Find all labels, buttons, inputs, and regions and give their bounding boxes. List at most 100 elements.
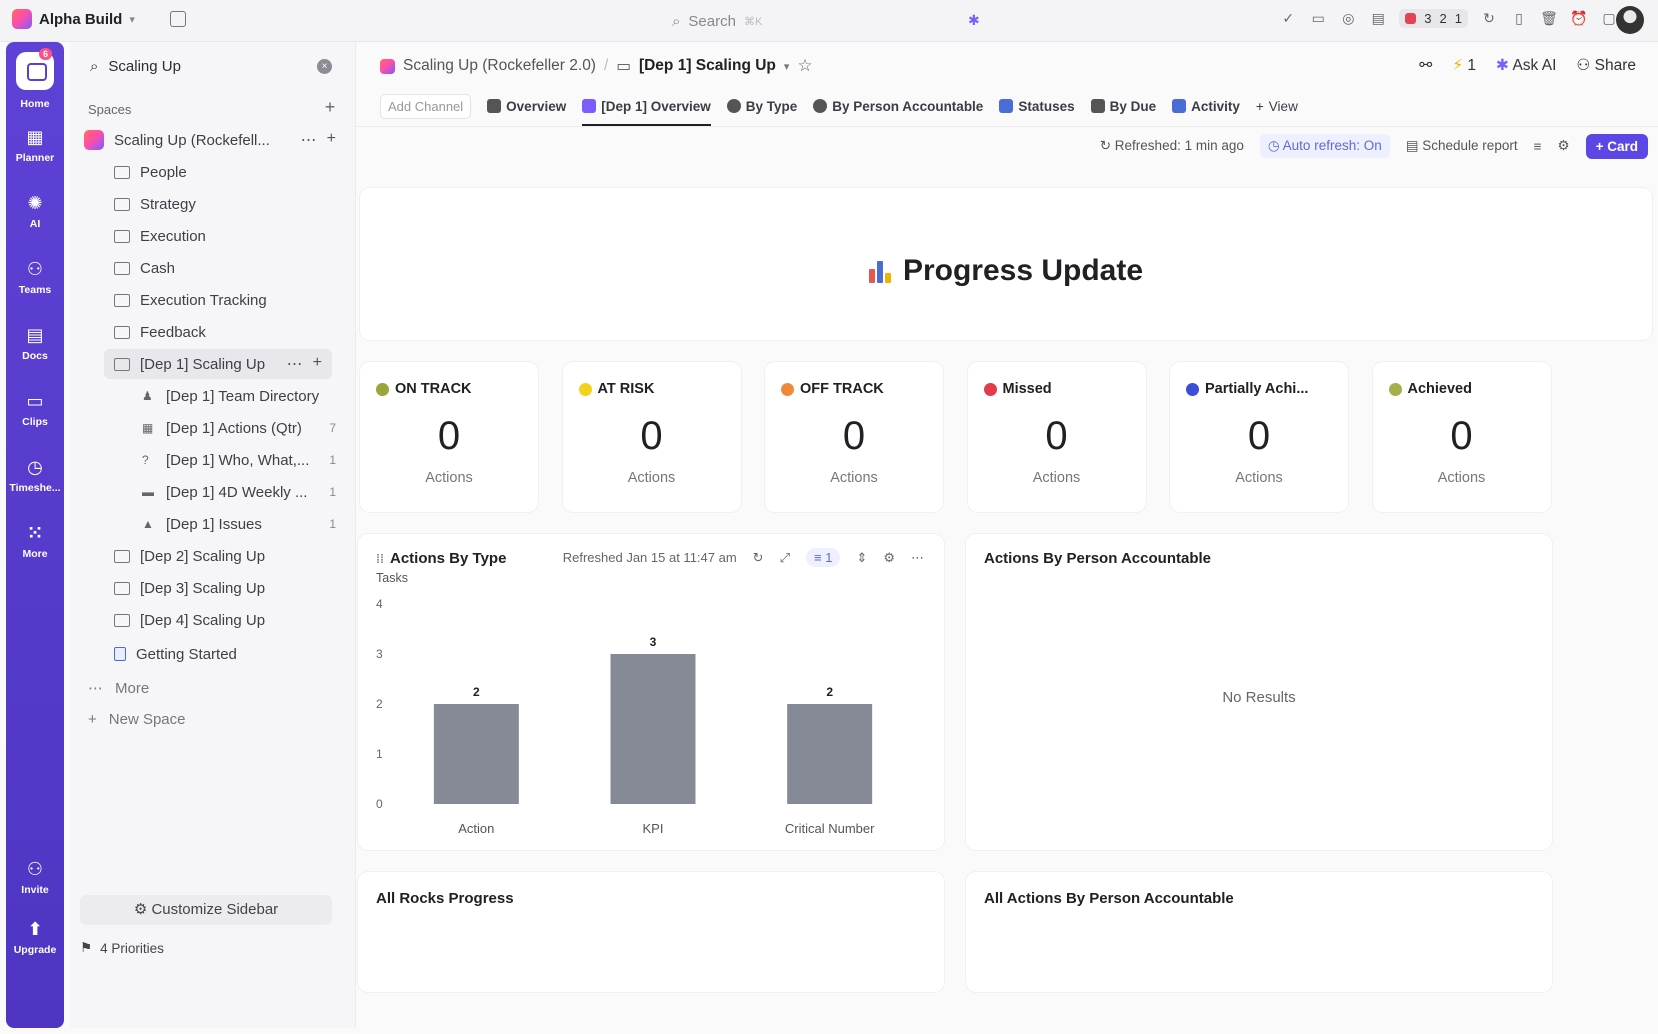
folder-item[interactable]: Strategy	[84, 189, 346, 219]
undo-icon[interactable]: ↻	[1483, 10, 1495, 26]
folder-item[interactable]: [Dep 2] Scaling Up	[84, 541, 346, 571]
rail-planner[interactable]: ▦ Planner	[6, 126, 64, 164]
folder-actions: ⋯ +	[287, 354, 322, 374]
search-input[interactable]: ⌕ Search ⌘K ✱	[662, 7, 990, 35]
collapse-icon[interactable]: ⇕	[856, 549, 868, 565]
add-view-button[interactable]: + View	[1256, 90, 1298, 122]
tab-statuses[interactable]: Statuses	[999, 90, 1075, 122]
notepad-icon[interactable]: ▤	[1371, 10, 1385, 26]
plus-icon[interactable]: +	[312, 354, 322, 371]
workspace-switcher[interactable]: Alpha Build ▾	[12, 9, 135, 29]
doc-item[interactable]: Getting Started	[84, 639, 346, 669]
rail-upgrade[interactable]: ⬆ Upgrade	[6, 918, 64, 956]
clear-icon[interactable]: ×	[317, 59, 332, 74]
schedule-report-button[interactable]: ▤ Schedule report	[1406, 138, 1518, 154]
space-item[interactable]: Scaling Up (Rockefell... ⋯ +	[84, 125, 346, 155]
tab-activity[interactable]: Activity	[1172, 90, 1240, 122]
lightning-item[interactable]: ⚡ 1	[1452, 56, 1476, 75]
refresh-status[interactable]: ↻ Refreshed: 1 min ago	[1100, 138, 1244, 154]
list-item[interactable]: ? [Dep 1] Who, What,... 1	[84, 445, 346, 475]
status-card[interactable]: Partially Achi... 0 Actions	[1170, 362, 1348, 512]
rail-timesheets[interactable]: ◷ Timeshe...	[6, 456, 64, 494]
folder-item[interactable]: People	[84, 157, 346, 187]
status-card[interactable]: OFF TRACK 0 Actions	[765, 362, 943, 512]
rail-clips[interactable]: ▭ Clips	[6, 390, 64, 428]
chevron-down-icon: ▾	[129, 13, 135, 26]
status-card[interactable]: AT RISK 0 Actions	[562, 362, 741, 512]
rail-teams[interactable]: ⚇ Teams	[6, 258, 64, 296]
folder-item[interactable]: Feedback	[84, 317, 346, 347]
glasses-icon[interactable]: ⚯	[1419, 57, 1433, 74]
tab-by-due[interactable]: By Due	[1090, 90, 1156, 122]
check-circle-icon[interactable]: ✓	[1282, 10, 1295, 26]
tab-overview[interactable]: Overview	[487, 90, 566, 122]
gear-icon[interactable]: ⚙	[1557, 138, 1570, 153]
rail-more[interactable]: ⁙ More	[6, 522, 64, 560]
add-channel-button[interactable]: Add Channel	[380, 93, 472, 119]
rail-home-label: Home	[20, 98, 50, 110]
status-unit: Actions	[425, 470, 473, 486]
auto-refresh-toggle[interactable]: ◷ Auto refresh: On	[1259, 134, 1390, 158]
share-button[interactable]: ⚇ Share	[1576, 56, 1636, 75]
add-space-icon[interactable]: +	[324, 97, 336, 117]
customize-sidebar-button[interactable]: ⚙ Customize Sidebar	[80, 895, 332, 925]
plus-icon[interactable]: +	[326, 130, 336, 147]
sidebar-search-value: Scaling Up	[108, 57, 181, 75]
trash-icon[interactable]: 🗑	[1540, 10, 1558, 26]
rail-ai[interactable]: ✺ AI	[6, 192, 64, 230]
status-unit: Actions	[830, 470, 878, 486]
folder-item-active[interactable]: [Dep 1] Scaling Up ⋯ +	[104, 349, 332, 379]
breadcrumb-space[interactable]: Scaling Up (Rockefeller 2.0)	[403, 57, 596, 74]
tab-dep1-overview[interactable]: [Dep 1] Overview	[582, 90, 711, 126]
add-card-button[interactable]: + Card	[1585, 133, 1648, 159]
ai-sparkle-icon[interactable]: ✱	[968, 12, 980, 28]
ellipsis-icon[interactable]: ⋯	[911, 549, 924, 565]
columns-icon[interactable]: ▯	[1515, 10, 1523, 26]
folder-item[interactable]: Cash	[84, 253, 346, 283]
sidebar-search-input[interactable]: ⌕ Scaling Up ×	[84, 52, 342, 80]
rail-docs[interactable]: ▤ Docs	[6, 324, 64, 362]
status-card[interactable]: Missed 0 Actions	[967, 362, 1146, 512]
ellipsis-icon[interactable]: ⋯	[286, 356, 303, 373]
chevron-down-icon[interactable]: ▾	[783, 60, 790, 73]
flag-icon: ⚑	[80, 940, 93, 955]
inbox-icon[interactable]: ▭	[1311, 10, 1325, 26]
status-card[interactable]: Achieved 0 Actions	[1372, 362, 1551, 512]
folder-item[interactable]: [Dep 4] Scaling Up	[84, 605, 346, 635]
home-icon[interactable]: 6	[16, 48, 54, 90]
folder-item[interactable]: Execution	[84, 221, 346, 251]
list-item[interactable]: ♟ [Dep 1] Team Directory	[84, 381, 346, 411]
list-item[interactable]: ▦ [Dep 1] Actions (Qtr) 7	[84, 413, 346, 443]
tab-by-person[interactable]: By Person Accountable	[813, 90, 983, 122]
priorities-item[interactable]: ⚑ 4 Priorities	[80, 940, 164, 956]
rail-home[interactable]: Home	[6, 98, 64, 110]
filter-icon[interactable]: ≡	[1533, 138, 1542, 154]
star-icon[interactable]: ☆	[797, 56, 813, 75]
more-item[interactable]: ⋯ More	[88, 679, 149, 698]
record-icon[interactable]: ◎	[1342, 10, 1355, 26]
document-icon[interactable]: ▢	[1602, 10, 1616, 26]
ellipsis-icon[interactable]: ⋯	[300, 132, 317, 149]
rail-invite[interactable]: ⚇ Invite	[6, 858, 64, 896]
user-avatar[interactable]	[1616, 6, 1644, 34]
folder-item[interactable]: Execution Tracking	[84, 285, 346, 315]
expand-icon[interactable]: ⤢	[779, 549, 790, 565]
calendar-icon[interactable]	[170, 11, 186, 27]
status-card[interactable]: ON TRACK 0 Actions	[360, 362, 538, 512]
ask-ai-button[interactable]: ✱ Ask AI	[1496, 56, 1556, 75]
list-item[interactable]: ▬ [Dep 1] 4D Weekly ... 1	[84, 477, 346, 507]
tab-by-type[interactable]: By Type	[726, 90, 797, 122]
drag-handle-icon[interactable]: ⁞⁞	[376, 552, 384, 566]
ai-icon: ✺	[27, 193, 43, 213]
timer-widget[interactable]: 3 2 1	[1399, 9, 1468, 28]
folder-item[interactable]: [Dep 3] Scaling Up	[84, 573, 346, 603]
new-space-item[interactable]: + New Space	[88, 711, 185, 728]
folder-icon	[114, 581, 130, 595]
list-item[interactable]: ▲ [Dep 1] Issues 1	[84, 509, 346, 539]
alarm-icon[interactable]: ⏰	[1570, 10, 1588, 26]
main-content: Scaling Up (Rockefeller 2.0) / ▭ [Dep 1]…	[356, 42, 1658, 1034]
breadcrumb-current[interactable]: [Dep 1] Scaling Up	[638, 57, 776, 74]
chart-filter-button[interactable]: ≡ 1	[805, 548, 841, 567]
refresh-icon[interactable]: ↻	[752, 549, 764, 565]
gear-icon[interactable]: ⚙	[883, 549, 895, 565]
